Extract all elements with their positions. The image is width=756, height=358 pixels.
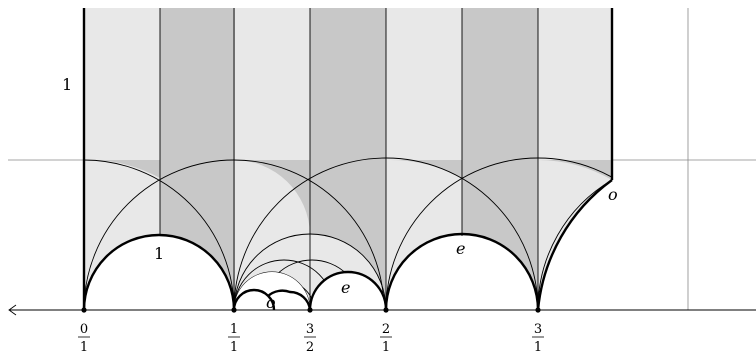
region-label-arch-3-2-2: e: [341, 278, 350, 297]
region-label-arch-0-1: 1: [154, 244, 164, 263]
fundamental-region: [84, 8, 612, 310]
vertex-dot: [231, 307, 237, 313]
svg-text:0: 0: [80, 322, 88, 337]
tick-label: 3 2: [304, 322, 316, 355]
dark-patch: [538, 160, 612, 180]
svg-text:1: 1: [230, 340, 238, 355]
real-axis: [8, 304, 756, 316]
axis-arrow-icon: [8, 304, 17, 316]
svg-text:1: 1: [80, 340, 88, 355]
svg-text:1: 1: [382, 340, 390, 355]
region-label-arch-1-3-2: o: [266, 293, 276, 312]
tick-label: 0 1: [78, 322, 90, 355]
vertex-dot: [535, 307, 541, 313]
unit-arc: [537, 179, 612, 310]
tick-label: 2 1: [380, 322, 392, 355]
region-label-edge-right: o: [608, 185, 618, 204]
tick-label: 1 1: [228, 322, 240, 355]
dark-patch: [84, 159, 160, 178]
arch-boundary: [536, 179, 613, 311]
region-label-arch-2-3: e: [456, 239, 465, 258]
arch-boundary: [82, 233, 236, 311]
vertex-dot: [383, 307, 389, 313]
vertex-dot: [81, 307, 87, 313]
tick-label: 3 1: [532, 322, 544, 355]
svg-text:1: 1: [534, 340, 542, 355]
svg-text:3: 3: [306, 322, 314, 337]
arch-boundary: [232, 288, 312, 311]
unit-arc: [84, 159, 235, 310]
vertices: [81, 307, 541, 313]
svg-text:2: 2: [382, 322, 390, 337]
arch-boundary: [308, 270, 388, 311]
dark-patch: [234, 159, 310, 234]
small-arc: [233, 281, 291, 310]
svg-text:3: 3: [534, 322, 542, 337]
svg-text:1: 1: [230, 322, 238, 337]
height-label: 1: [62, 75, 72, 94]
arch-boundary: [384, 232, 540, 311]
svg-text:2: 2: [306, 340, 314, 355]
vertex-dot: [307, 307, 313, 313]
region-boundary: [82, 8, 614, 311]
dark-patch: [386, 159, 462, 178]
vertical-geodesics: [159, 8, 539, 310]
